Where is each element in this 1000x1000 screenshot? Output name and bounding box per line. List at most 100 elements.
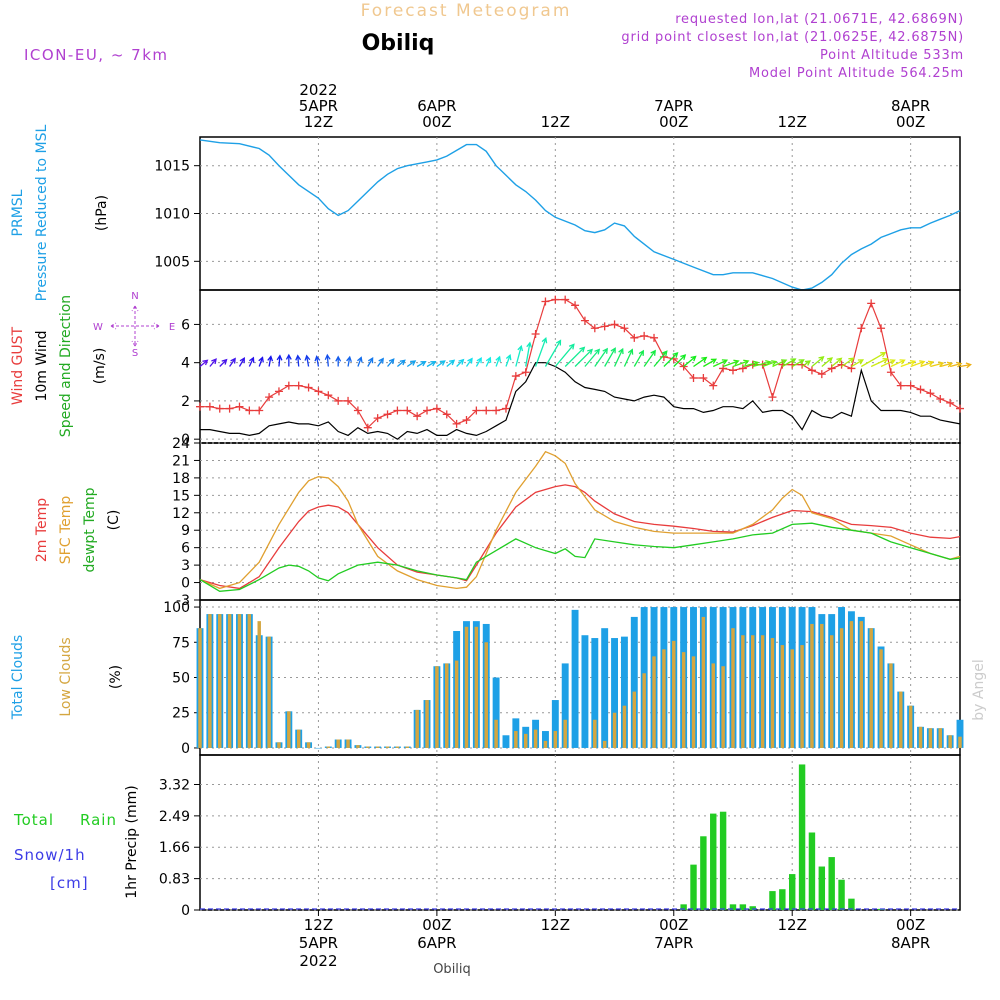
wind-arrow-head (880, 352, 887, 358)
y-tick-label: 6 (181, 541, 190, 557)
pressure-sublabel: Pressure Reduced to MSL (34, 124, 50, 301)
y-tick-label: 1005 (154, 254, 190, 270)
wind-arrow-head (285, 353, 292, 360)
low-cloud-bar (257, 621, 261, 748)
wind-arrow-head (449, 359, 456, 366)
gust-marker (274, 387, 283, 396)
low-cloud-bar (731, 628, 735, 748)
y-tick-label: 50 (172, 671, 190, 687)
wind-arrow (772, 359, 787, 368)
gust-marker (255, 406, 264, 415)
gust-marker (324, 391, 333, 400)
wind-arrow-head (258, 356, 264, 363)
rain-bar (710, 813, 717, 910)
wind-arrow-head (505, 353, 512, 361)
wind-arrow (594, 348, 608, 367)
wind-arrow (306, 355, 310, 367)
rain-label: Rain (80, 811, 117, 829)
gust-marker (373, 414, 382, 423)
low-cloud-bar (810, 623, 814, 748)
rain-bar (848, 898, 855, 910)
wind-arrow (564, 346, 585, 367)
total-cloud-bar (630, 616, 638, 748)
gust-marker (482, 406, 491, 415)
gust-marker (334, 396, 343, 405)
bottom-time-label: 5APR (299, 934, 338, 952)
wind-arrow (219, 359, 227, 367)
low-cloud-bar (484, 642, 488, 748)
wind-arrow (722, 360, 739, 368)
wind-arrow-head (781, 359, 788, 365)
wind-arrow (613, 348, 624, 367)
wind-arrow (278, 355, 281, 367)
gust-marker (906, 381, 915, 390)
low-cloud-bar (366, 746, 370, 748)
top-time-label: 00Z (896, 113, 925, 131)
total-cloud-bar (601, 628, 609, 748)
total-cloud-bar (956, 719, 964, 748)
wind-arrow (544, 340, 562, 367)
low-cloud-bar (425, 700, 429, 748)
gust-marker (699, 373, 708, 382)
wind-arrow-head (818, 355, 825, 362)
gust-marker (916, 385, 925, 394)
gust-marker (521, 368, 530, 377)
y-tick-label: 0 (181, 432, 190, 448)
rain-bar (779, 889, 786, 910)
wind-arrow (574, 349, 593, 367)
rain-bar (818, 866, 826, 910)
wind-arrow-head (517, 344, 524, 352)
wind-arrow-head (230, 357, 236, 364)
low-cloud-bar (632, 691, 637, 748)
wind-arrow (712, 359, 728, 368)
wind-arrow-head (202, 359, 209, 366)
top-time-label: 7APR (654, 97, 693, 115)
gust-marker (304, 383, 313, 392)
gust-marker (827, 364, 836, 373)
low-cloud-bar (198, 628, 202, 748)
gust-marker (590, 324, 599, 333)
low-cloud-bar (849, 621, 854, 748)
low-cloud-bar (306, 742, 311, 748)
low-cloud-bar (938, 728, 942, 748)
low-cloud-bar (741, 635, 745, 748)
gust-marker (630, 333, 639, 342)
gust-marker (738, 364, 747, 373)
gust-marker (620, 324, 629, 333)
rain-bar (789, 874, 796, 910)
dewpt-label: dewpt Temp (82, 487, 98, 572)
wind-arrow (387, 358, 395, 367)
low-cloud-bar (908, 705, 913, 748)
gust-marker (936, 395, 945, 404)
compass-east: E (169, 322, 175, 333)
sfc-label: SFC Temp (58, 496, 74, 565)
wind-arrow-head (430, 361, 437, 367)
wind-arrow-head (526, 341, 533, 348)
low-cloud-bar (267, 636, 271, 748)
rain-bar (828, 857, 835, 910)
gust-marker (877, 324, 886, 333)
wind-arrow-head (420, 361, 427, 367)
wind-speed-line (200, 362, 961, 440)
low-cloud-bar (474, 626, 479, 748)
low-cloud-bar (662, 649, 666, 748)
wind-arrow (801, 360, 811, 368)
grid-point-coords: grid point closest lon,lat (21.0625E, 42… (621, 30, 964, 45)
model-label: ICON-EU, ~ 7km (24, 46, 169, 64)
temp-line-2 (199, 522, 961, 592)
wind-arrow (199, 359, 208, 367)
low-cloud-bar (227, 614, 232, 748)
wind-arrow (890, 359, 905, 368)
low-cloud-bar (928, 728, 933, 748)
low-cloud-bar (701, 616, 706, 748)
wind-arrow (475, 357, 482, 367)
low-cloud-bar (385, 746, 390, 748)
rain-bar (749, 906, 756, 910)
wind-arrow-head (733, 359, 740, 366)
wind-arrow (663, 352, 678, 367)
y-tick-label: 0.83 (159, 872, 190, 888)
wind-arrow (653, 350, 668, 367)
low-cloud-bar (533, 729, 538, 748)
low-cloud-bar (672, 640, 676, 748)
wind-arrow (683, 355, 697, 367)
